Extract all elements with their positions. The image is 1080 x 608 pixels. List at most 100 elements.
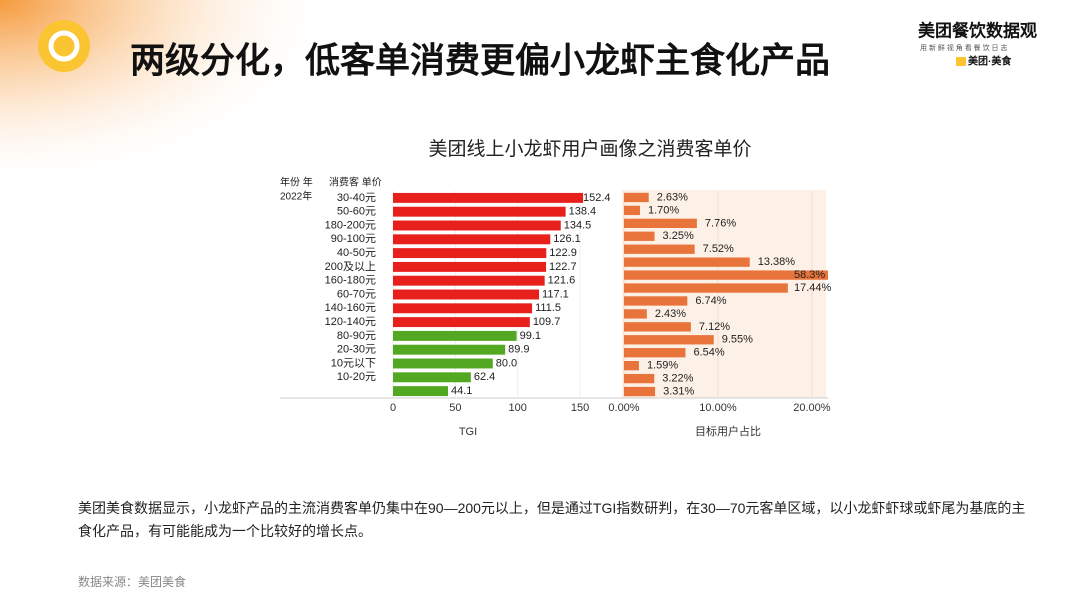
bar (624, 386, 656, 397)
value-label: 2.63% (657, 191, 688, 203)
value-label: 3.25% (663, 230, 694, 242)
y-tick-label: 200及以上 (325, 260, 376, 273)
y-tick-label: 20-30元 (337, 344, 376, 356)
bar (393, 275, 545, 286)
value-label: 152.4 (583, 192, 611, 204)
bar (624, 322, 691, 332)
bar (393, 303, 533, 314)
value-label: 6.74% (695, 295, 726, 307)
y-tick-label: 10-20元 (337, 371, 376, 383)
bars (624, 192, 828, 397)
y-tick-label: 50-60元 (337, 206, 376, 218)
brand-icon (956, 57, 966, 66)
bar (624, 205, 640, 216)
y-tick-label: 30-40元 (337, 192, 376, 204)
bar (624, 296, 688, 306)
y-tick-label: 90-100元 (331, 233, 376, 245)
value-label: 89.9 (508, 344, 529, 356)
x-tick-label: 150 (571, 402, 589, 414)
x-axis-label: TGI (459, 426, 477, 438)
y-tick-label: 60-70元 (337, 288, 376, 300)
bar (624, 335, 714, 345)
x-axis-label: 目标用户占比 (695, 424, 761, 438)
y-tick-label: 80-90元 (337, 330, 376, 342)
value-label: 109.7 (533, 316, 561, 328)
bar (624, 244, 695, 254)
row-header: 2022年 (280, 190, 312, 203)
value-label: 1.59% (647, 360, 678, 372)
bar (393, 192, 584, 203)
source: 数据来源：美团美食 (78, 575, 187, 589)
value-label: 122.7 (549, 261, 577, 273)
value-label: 3.22% (662, 373, 693, 385)
bar (393, 289, 540, 300)
bar (393, 372, 471, 383)
bar (393, 317, 530, 328)
value-label: 138.4 (569, 206, 597, 218)
bar (624, 309, 647, 319)
bar (393, 330, 517, 341)
value-label: 2.43% (655, 308, 686, 320)
y-tick-label: 180-200元 (325, 219, 376, 231)
x-tick-label: 20.00% (793, 402, 831, 414)
x-tick-label: 100 (509, 402, 527, 414)
value-label: 62.4 (474, 371, 495, 383)
logo-ring (48, 30, 80, 62)
value-label: 117.1 (542, 288, 569, 300)
value-label: 126.1 (553, 233, 581, 245)
bar (624, 192, 649, 203)
value-label: 111.5 (535, 302, 561, 314)
value-label: 99.1 (520, 330, 541, 342)
bar (393, 206, 566, 217)
y-tick-label: 140-160元 (325, 302, 376, 314)
x-tick-label: 10.00% (699, 402, 737, 414)
value-label: 122.9 (549, 247, 577, 259)
bar (393, 344, 506, 355)
value-label: 17.44% (794, 282, 832, 294)
body-text: 美团美食数据显示，小龙虾产品的主流消费客单仍集中在90—200元以上，但是通过T… (78, 500, 1026, 539)
value-label: 7.52% (703, 243, 734, 255)
value-label: 7.76% (705, 217, 736, 229)
bar (393, 386, 449, 397)
row-header: 年份 年 (280, 176, 313, 189)
brand-sub: 用 新 鲜 视 角 看 餐 饮 日 志 (920, 43, 1008, 52)
value-label: 134.5 (564, 219, 592, 231)
bar (624, 360, 639, 371)
brand-logo: 美团·美食 (968, 55, 1012, 68)
bar (393, 220, 561, 231)
value-label: 3.31% (663, 385, 694, 397)
value-label: 9.55% (722, 334, 753, 346)
value-label: 58.3% (794, 269, 825, 281)
y-tick-label: 40-50元 (337, 247, 376, 259)
bars (393, 192, 584, 397)
bar (393, 358, 493, 369)
x-tick-label: 50 (449, 402, 461, 414)
value-label: 1.70% (648, 204, 679, 216)
y-tick-label: 160-180元 (325, 275, 376, 287)
value-label: 7.12% (699, 321, 730, 333)
logo (38, 20, 90, 72)
bar (624, 257, 750, 267)
bar (393, 261, 547, 272)
value-label: 6.54% (693, 347, 724, 359)
bar (393, 248, 547, 259)
chart-title: 美团线上小龙虾用户画像之消费客单价 (428, 138, 751, 160)
bar (624, 348, 686, 358)
y-tick-label: 120-140元 (325, 316, 376, 328)
bar (624, 231, 655, 241)
bar (393, 234, 551, 245)
x-tick-label: 0.00% (608, 402, 639, 414)
bar (624, 283, 788, 293)
value-label: 44.1 (451, 385, 472, 397)
title: 两级分化，低客单消费更偏小龙虾主食化产品 (130, 40, 830, 80)
y-tick-label: 10元以下 (331, 357, 376, 369)
value-label: 13.38% (758, 256, 796, 268)
row-header: 消费客 单价 (329, 176, 382, 189)
value-label: 121.6 (548, 275, 576, 287)
x-tick-label: 0 (390, 402, 396, 414)
brand: 美团餐饮数据观 (918, 20, 1037, 40)
bar (624, 270, 828, 280)
bar (624, 218, 697, 229)
